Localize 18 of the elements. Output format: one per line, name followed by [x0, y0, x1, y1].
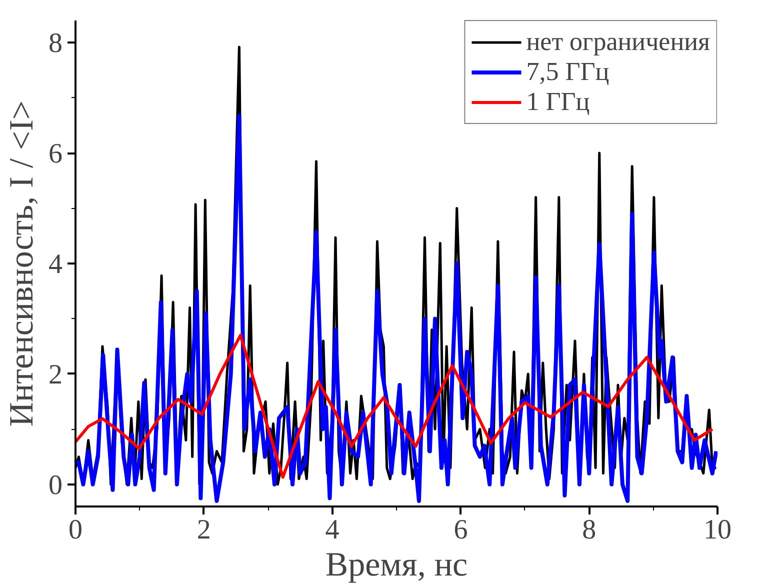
legend-label: 1 ГГц — [526, 87, 590, 117]
y-tick-label: 4 — [48, 249, 62, 280]
y-tick-label: 8 — [48, 28, 62, 60]
line-series — [76, 334, 714, 479]
legend-label: 7,5 ГГц — [526, 57, 610, 87]
y-tick-label: 6 — [48, 138, 62, 170]
x-tick-label: 8 — [582, 514, 596, 546]
legend-label: нет ограничения — [526, 27, 710, 57]
x-tick-label: 6 — [454, 514, 468, 546]
x-tick-label: 10 — [704, 514, 732, 546]
y-tick-label: 0 — [48, 470, 62, 501]
x-axis-title: Время, нс — [325, 546, 468, 584]
line-series — [76, 114, 718, 503]
y-axis-title: Интенсивность, I / <I> — [4, 100, 40, 427]
y-tick-label: 2 — [48, 359, 62, 390]
x-tick-label: 4 — [325, 514, 340, 546]
x-tick-label: 2 — [196, 514, 211, 546]
x-tick-label: 0 — [68, 514, 82, 546]
